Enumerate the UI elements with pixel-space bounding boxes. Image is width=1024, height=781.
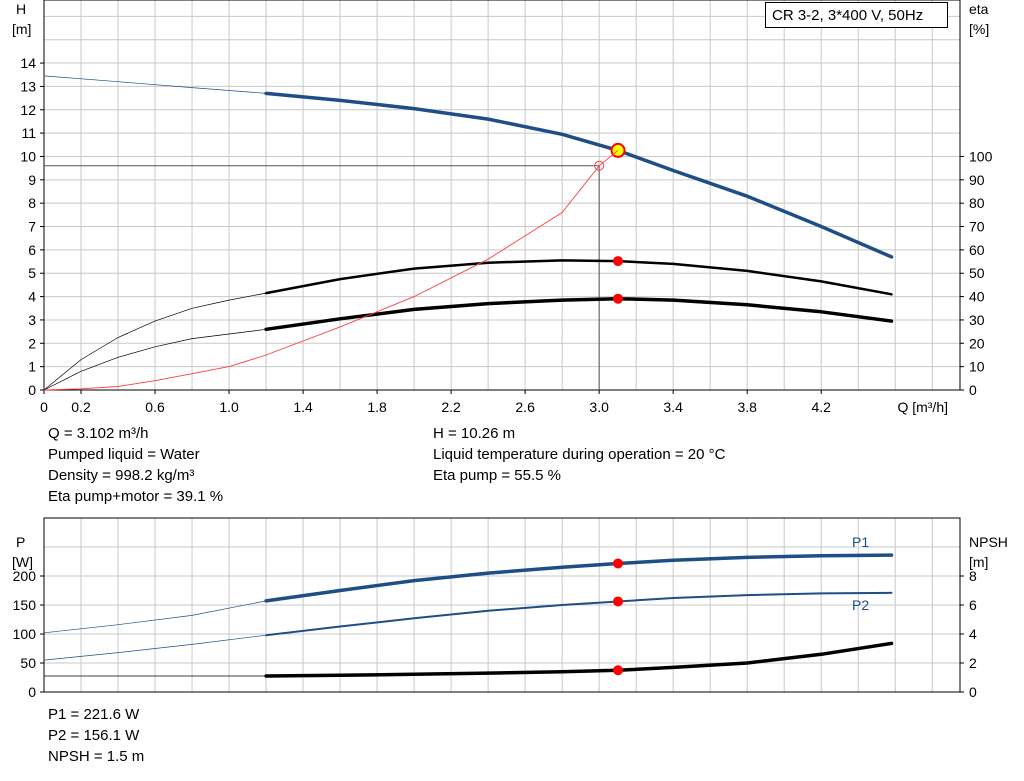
operating-point-marker <box>610 142 626 158</box>
y-tick-label-left: 150 <box>13 597 37 613</box>
series-lower-2-line <box>264 641 894 678</box>
y-tick-label-right: 10 <box>969 359 985 375</box>
duty-point-marker <box>613 293 624 304</box>
x-tick-label: 0.6 <box>145 399 165 415</box>
duty-point-marker <box>613 665 624 676</box>
series-p1-line <box>264 553 894 603</box>
x-tick-label: 3.0 <box>589 399 609 415</box>
series-upper-2-line <box>264 296 894 332</box>
y-tick-label-right: 0 <box>969 382 977 398</box>
info-head: H = 10.26 m <box>433 425 516 442</box>
upper-info-right: H = 10.26 m Liquid temperature during op… <box>433 423 725 486</box>
y-tick-label-right: 70 <box>969 219 985 235</box>
info-temperature: Liquid temperature during operation = 20… <box>433 446 726 463</box>
duty-point-marker <box>613 558 624 569</box>
y-tick-label-right: 100 <box>969 148 993 164</box>
y-tick-label-left: 6 <box>28 242 36 258</box>
y-axis-unit-left: [W] <box>12 554 33 570</box>
series-upper-0-extrapolated <box>43 75 267 94</box>
x-tick-label: 0.2 <box>71 399 91 415</box>
x-tick-label: 0 <box>40 399 48 415</box>
series-upper-3-extrapolated <box>43 150 619 391</box>
y-tick-label-left: 7 <box>28 219 36 235</box>
y-axis-title-left: P <box>16 534 25 550</box>
info-eta-pump: Eta pump = 55.5 % <box>433 467 561 484</box>
x-tick-label: 1.0 <box>219 399 239 415</box>
info-p1: P1 = 221.6 W <box>48 706 140 723</box>
y-axis-unit-left: [m] <box>12 21 31 37</box>
y-tick-label-left: 100 <box>13 626 37 642</box>
series-upper-0-line <box>264 91 894 259</box>
x-tick-label: 2.2 <box>441 399 461 415</box>
y-tick-label-right: 30 <box>969 312 985 328</box>
series-p2-line <box>265 591 893 637</box>
y-tick-label-right: 8 <box>969 568 977 584</box>
x-tick-label: 3.4 <box>663 399 683 415</box>
pump-name: CR 3-2, 3*400 V, 50Hz <box>772 7 924 24</box>
x-tick-label: 3.8 <box>737 399 757 415</box>
y-tick-label-right: 20 <box>969 335 985 351</box>
x-tick-label: 2.6 <box>515 399 535 415</box>
lower-info-left: P1 = 221.6 W P2 = 156.1 W NPSH = 1.5 m <box>48 704 144 767</box>
y-tick-label-right: 60 <box>969 242 985 258</box>
y-tick-label-right: 90 <box>969 172 985 188</box>
plot-frame <box>43 0 961 391</box>
y-tick-label-left: 50 <box>20 655 36 671</box>
y-tick-label-left: 13 <box>20 78 36 94</box>
y-axis-title-right: eta <box>969 1 989 17</box>
info-eta-pump-motor: Eta pump+motor = 39.1 % <box>48 488 224 505</box>
y-tick-label-left: 12 <box>20 102 36 118</box>
y-tick-label-left: 0 <box>28 382 36 398</box>
series-upper-1-extrapolated <box>43 292 267 391</box>
y-tick-label-left: 8 <box>28 195 36 211</box>
duty-point-marker <box>613 596 624 607</box>
eta-point-marker <box>594 160 605 171</box>
series-upper-2-extrapolated <box>43 328 267 391</box>
y-tick-label-right: 4 <box>969 626 977 642</box>
info-liquid: Pumped liquid = Water <box>48 446 200 463</box>
y-tick-label-left: 4 <box>28 289 36 305</box>
y-tick-label-left: 200 <box>13 568 37 584</box>
y-tick-label-left: 9 <box>28 172 36 188</box>
y-tick-label-left: 14 <box>20 55 36 71</box>
y-tick-label-right: 80 <box>969 195 985 211</box>
x-axis-label: Q [m³/h] <box>897 399 948 415</box>
upper-info-left: Q = 3.102 m³/h Pumped liquid = Water Den… <box>48 423 223 507</box>
x-tick-label: 1.4 <box>293 399 313 415</box>
y-tick-label-right: 40 <box>969 289 985 305</box>
x-tick-label: 4.2 <box>811 399 831 415</box>
series-label-p1: P1 <box>852 534 869 550</box>
series-upper-1-line <box>264 259 893 296</box>
head-eta-plot: 0123456789101112131401020304050607080901… <box>12 0 993 415</box>
y-tick-label-right: 2 <box>969 655 977 671</box>
y-tick-label-left: 1 <box>28 359 36 375</box>
y-axis-unit-right: [m] <box>969 554 988 570</box>
duty-point-marker <box>613 256 624 267</box>
y-tick-label-left: 10 <box>20 148 36 164</box>
y-tick-label-right: 0 <box>969 684 977 700</box>
y-tick-label-right: 6 <box>969 597 977 613</box>
info-flow: Q = 3.102 m³/h <box>48 425 149 442</box>
info-density: Density = 998.2 kg/m³ <box>48 467 195 484</box>
y-tick-label-left: 2 <box>28 335 36 351</box>
pump-name-box: CR 3-2, 3*400 V, 50Hz <box>765 2 948 28</box>
y-tick-label-right: 50 <box>969 265 985 281</box>
y-axis-title-left: H <box>16 1 26 17</box>
y-axis-unit-right: [%] <box>969 21 989 37</box>
info-p2: P2 = 156.1 W <box>48 727 140 744</box>
series-p1-extrapolated <box>43 600 267 634</box>
y-tick-label-left: 3 <box>28 312 36 328</box>
y-axis-title-right: NPSH <box>969 534 1008 550</box>
power-npsh-plot: 0 50 100 150 200 0 2 4 6 8 P [W] NPSH [m] P1 P2 <box>12 517 1008 700</box>
y-tick-label-left: 11 <box>21 125 36 141</box>
y-tick-label-left: 5 <box>28 265 36 281</box>
x-tick-label: 1.8 <box>367 399 387 415</box>
y-tick-label-left: 0 <box>28 684 36 700</box>
series-label-p2: P2 <box>852 597 869 613</box>
info-npsh: NPSH = 1.5 m <box>48 748 145 765</box>
series-p2-extrapolated <box>43 634 267 661</box>
